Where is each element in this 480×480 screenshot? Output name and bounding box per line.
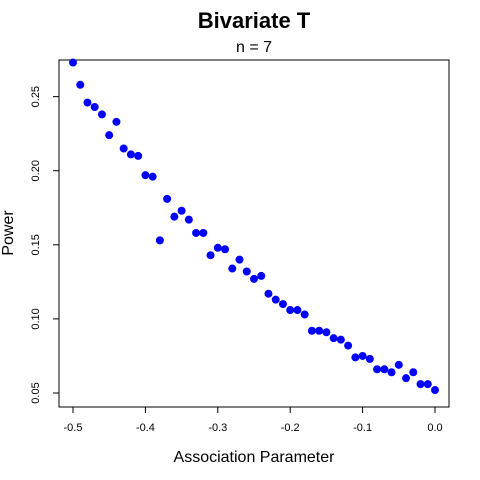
data-points [69, 58, 439, 395]
data-point [177, 206, 186, 215]
y-tick-label: 0.15 [30, 234, 42, 255]
data-point [148, 172, 157, 181]
y-axis: 0.05 0.10 0.15 0.20 0.25 [30, 86, 59, 404]
data-point [90, 103, 99, 112]
data-point [250, 274, 258, 283]
data-point [126, 150, 135, 159]
x-tick-label: -0.3 [208, 422, 227, 434]
data-point [322, 328, 331, 337]
data-point [134, 151, 143, 160]
data-point [192, 228, 201, 237]
data-point [163, 194, 172, 203]
data-point [97, 110, 106, 119]
data-point [228, 264, 237, 273]
x-tick-label: -0.2 [281, 422, 300, 434]
data-point [329, 334, 338, 343]
data-point [380, 365, 389, 374]
data-point [344, 341, 353, 350]
data-point [76, 80, 85, 89]
data-point [119, 144, 128, 153]
x-tick-label: -0.1 [353, 422, 372, 434]
data-point [170, 212, 179, 221]
data-point [242, 267, 251, 276]
data-point [184, 215, 193, 224]
data-point [394, 360, 403, 369]
data-point [69, 58, 77, 67]
data-point [221, 245, 230, 254]
x-tick-label: 0.0 [427, 422, 442, 434]
data-point [315, 326, 324, 335]
y-tick-label: 0.25 [30, 86, 42, 107]
x-axis-label: Association Parameter [174, 449, 336, 466]
data-point [358, 351, 367, 360]
data-point [293, 306, 302, 315]
data-point [373, 365, 382, 374]
data-point [155, 236, 164, 245]
plot-frame [58, 59, 450, 408]
data-point [199, 228, 208, 237]
data-point [351, 353, 360, 362]
data-point [105, 131, 114, 140]
data-point [307, 326, 316, 335]
data-point [83, 98, 92, 107]
data-point [336, 335, 345, 344]
data-point [235, 255, 244, 264]
data-point [409, 368, 418, 377]
data-point [387, 368, 396, 377]
data-point [257, 271, 266, 280]
data-point [423, 380, 432, 389]
x-tick-label: -0.4 [136, 422, 155, 434]
data-point [213, 243, 222, 252]
data-point [206, 251, 215, 260]
chart-subtitle: n = 7 [236, 39, 272, 56]
data-point [141, 171, 150, 180]
data-point [278, 300, 287, 309]
data-point [271, 295, 280, 304]
y-tick-label: 0.10 [30, 308, 42, 329]
data-point [431, 386, 439, 395]
x-axis: -0.5 -0.4 -0.3 -0.2 -0.1 0.0 [64, 407, 443, 434]
data-point [365, 354, 374, 363]
y-axis-label: Power [0, 210, 17, 256]
data-point [402, 374, 411, 383]
data-point [286, 306, 295, 315]
y-tick-label: 0.20 [30, 160, 42, 181]
data-point [112, 117, 121, 126]
x-tick-label: -0.5 [64, 422, 83, 434]
data-point [300, 310, 309, 319]
y-tick-label: 0.05 [30, 382, 42, 403]
data-point [264, 289, 273, 298]
chart-title: Bivariate T [198, 8, 311, 33]
data-point [416, 380, 425, 389]
